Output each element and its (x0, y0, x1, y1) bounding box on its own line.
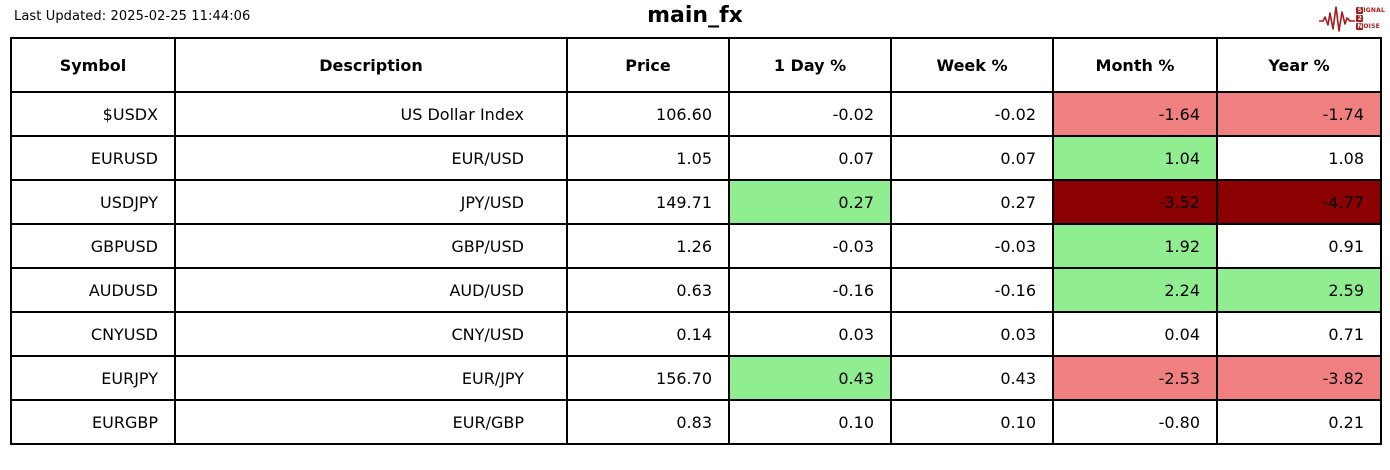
symbol-cell: EURGBP (10, 399, 176, 445)
description-cell: CNY/USD (174, 311, 568, 357)
week-pct-cell: 0.03 (890, 311, 1054, 357)
logo-line: S IGNAL (1356, 7, 1385, 14)
price-cell: 1.26 (566, 223, 730, 269)
column-header-day-pct: 1 Day % (728, 37, 892, 93)
table-row: AUDUSD AUD/USD 0.63 -0.16 -0.16 2.24 2.59 (10, 267, 1382, 313)
column-header-year-pct: Year % (1216, 37, 1382, 93)
column-header-symbol: Symbol (10, 37, 176, 93)
symbol-cell: EURJPY (10, 355, 176, 401)
logo-boxed-letter: 2 (1356, 15, 1364, 22)
month-pct-cell: 1.92 (1052, 223, 1218, 269)
year-pct-cell: 1.08 (1216, 135, 1382, 181)
symbol-cell: GBPUSD (10, 223, 176, 269)
symbol-cell: $USDX (10, 91, 176, 137)
month-pct-cell: -1.64 (1052, 91, 1218, 137)
table-row: EURJPY EUR/JPY 156.70 0.43 0.43 -2.53 -3.82 (10, 355, 1382, 401)
description-cell: EUR/JPY (174, 355, 568, 401)
month-pct-cell: -3.52 (1052, 179, 1218, 225)
logo-boxed-letter: N (1356, 23, 1364, 30)
signal2noise-logo: S IGNAL 2 N OISE (1319, 2, 1385, 35)
table-row: USDJPY JPY/USD 149.71 0.27 0.27 -3.52 -4.77 (10, 179, 1382, 225)
symbol-cell: EURUSD (10, 135, 176, 181)
description-cell: EUR/USD (174, 135, 568, 181)
column-header-description: Description (174, 37, 568, 93)
month-pct-cell: 1.04 (1052, 135, 1218, 181)
day-pct-cell: -0.16 (728, 267, 892, 313)
price-cell: 0.63 (566, 267, 730, 313)
year-pct-cell: 2.59 (1216, 267, 1382, 313)
month-pct-cell: 2.24 (1052, 267, 1218, 313)
fx-table: Symbol Description Price 1 Day % Week % Month… (10, 37, 1382, 445)
column-header-price: Price (566, 37, 730, 93)
week-pct-cell: 0.43 (890, 355, 1054, 401)
day-pct-cell: 0.43 (728, 355, 892, 401)
price-cell: 106.60 (566, 91, 730, 137)
logo-line: 2 (1356, 15, 1385, 22)
price-cell: 149.71 (566, 179, 730, 225)
year-pct-cell: 0.21 (1216, 399, 1382, 445)
day-pct-cell: 0.27 (728, 179, 892, 225)
day-pct-cell: -0.03 (728, 223, 892, 269)
day-pct-cell: 0.10 (728, 399, 892, 445)
heartbeat-waveform-icon (1319, 5, 1356, 32)
month-pct-cell: -0.80 (1052, 399, 1218, 445)
price-cell: 0.14 (566, 311, 730, 357)
description-cell: AUD/USD (174, 267, 568, 313)
description-cell: EUR/GBP (174, 399, 568, 445)
table-row: CNYUSD CNY/USD 0.14 0.03 0.03 0.04 0.71 (10, 311, 1382, 357)
day-pct-cell: 0.07 (728, 135, 892, 181)
column-header-week-pct: Week % (890, 37, 1054, 93)
logo-line: N OISE (1356, 23, 1385, 30)
logo-text: S IGNAL 2 N OISE (1356, 7, 1385, 30)
symbol-cell: AUDUSD (10, 267, 176, 313)
description-cell: GBP/USD (174, 223, 568, 269)
logo-line-text: OISE (1363, 22, 1380, 30)
year-pct-cell: -3.82 (1216, 355, 1382, 401)
table-row: GBPUSD GBP/USD 1.26 -0.03 -0.03 1.92 0.91 (10, 223, 1382, 269)
table-header-row: Symbol Description Price 1 Day % Week % Month… (10, 37, 1382, 93)
symbol-cell: CNYUSD (10, 311, 176, 357)
day-pct-cell: 0.03 (728, 311, 892, 357)
last-updated-label: Last Updated: 2025-02-25 11:44:06 (14, 9, 251, 24)
description-cell: US Dollar Index (174, 91, 568, 137)
year-pct-cell: -4.77 (1216, 179, 1382, 225)
logo-boxed-letter: S (1356, 7, 1364, 14)
week-pct-cell: 0.10 (890, 399, 1054, 445)
week-pct-cell: -0.02 (890, 91, 1054, 137)
month-pct-cell: 0.04 (1052, 311, 1218, 357)
table-row: EURGBP EUR/GBP 0.83 0.10 0.10 -0.80 0.21 (10, 399, 1382, 445)
week-pct-cell: -0.03 (890, 223, 1054, 269)
price-cell: 1.05 (566, 135, 730, 181)
year-pct-cell: -1.74 (1216, 91, 1382, 137)
price-cell: 0.83 (566, 399, 730, 445)
table-row: EURUSD EUR/USD 1.05 0.07 0.07 1.04 1.08 (10, 135, 1382, 181)
symbol-cell: USDJPY (10, 179, 176, 225)
day-pct-cell: -0.02 (728, 91, 892, 137)
description-cell: JPY/USD (174, 179, 568, 225)
top-bar: Last Updated: 2025-02-25 11:44:06 main_f… (0, 0, 1390, 37)
year-pct-cell: 0.91 (1216, 223, 1382, 269)
month-pct-cell: -2.53 (1052, 355, 1218, 401)
price-cell: 156.70 (566, 355, 730, 401)
week-pct-cell: 0.27 (890, 179, 1054, 225)
week-pct-cell: 0.07 (890, 135, 1054, 181)
week-pct-cell: -0.16 (890, 267, 1054, 313)
year-pct-cell: 0.71 (1216, 311, 1382, 357)
table-row: $USDX US Dollar Index 106.60 -0.02 -0.02 -1.6… (10, 91, 1382, 137)
logo-line-text: IGNAL (1363, 6, 1385, 14)
column-header-month-pct: Month % (1052, 37, 1218, 93)
page-title: main_fx (647, 3, 743, 28)
